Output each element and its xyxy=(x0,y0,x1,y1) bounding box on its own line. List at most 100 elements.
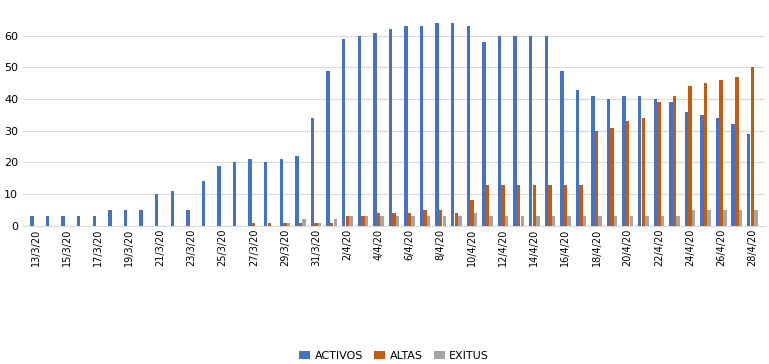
Bar xyxy=(349,216,352,226)
Bar xyxy=(661,216,664,226)
Bar xyxy=(536,216,540,226)
Bar xyxy=(392,213,396,226)
Bar xyxy=(345,216,349,226)
Bar xyxy=(551,216,555,226)
Bar xyxy=(424,210,427,226)
Bar xyxy=(377,213,380,226)
Bar xyxy=(614,216,618,226)
Bar xyxy=(470,200,474,226)
Bar xyxy=(704,83,707,226)
Bar xyxy=(598,216,602,226)
Bar xyxy=(443,216,446,226)
Bar xyxy=(218,166,221,226)
Bar xyxy=(716,118,719,226)
Bar xyxy=(514,36,517,226)
Legend: ACTIVOS, ALTAS, EXITUS: ACTIVOS, ALTAS, EXITUS xyxy=(295,347,494,364)
Bar xyxy=(532,185,536,226)
Bar xyxy=(139,210,143,226)
Bar xyxy=(657,102,661,226)
Bar xyxy=(435,23,439,226)
Bar xyxy=(295,156,298,226)
Bar xyxy=(576,90,579,226)
Bar xyxy=(622,96,626,226)
Bar xyxy=(673,96,676,226)
Bar xyxy=(420,26,423,226)
Bar xyxy=(548,185,551,226)
Bar xyxy=(498,36,501,226)
Bar xyxy=(611,127,614,226)
Bar xyxy=(46,216,49,226)
Bar xyxy=(311,118,315,226)
Bar xyxy=(248,159,252,226)
Bar xyxy=(723,210,727,226)
Bar xyxy=(458,216,461,226)
Bar xyxy=(529,36,532,226)
Bar xyxy=(92,216,96,226)
Bar xyxy=(676,216,680,226)
Bar xyxy=(454,213,458,226)
Bar xyxy=(731,124,735,226)
Bar xyxy=(342,39,345,226)
Bar xyxy=(299,222,302,226)
Bar xyxy=(124,210,127,226)
Bar xyxy=(739,210,742,226)
Bar xyxy=(365,216,368,226)
Bar xyxy=(315,222,318,226)
Bar xyxy=(451,23,454,226)
Bar xyxy=(501,185,504,226)
Bar xyxy=(591,96,594,226)
Bar xyxy=(654,99,657,226)
Bar xyxy=(233,162,236,226)
Bar xyxy=(517,185,521,226)
Bar xyxy=(560,71,564,226)
Bar xyxy=(720,80,723,226)
Bar xyxy=(754,210,757,226)
Bar xyxy=(358,36,361,226)
Bar xyxy=(108,210,112,226)
Bar xyxy=(396,216,399,226)
Bar xyxy=(630,216,633,226)
Bar xyxy=(62,216,65,226)
Bar xyxy=(388,29,392,226)
Bar xyxy=(283,222,287,226)
Bar xyxy=(361,216,365,226)
Bar xyxy=(482,42,485,226)
Bar xyxy=(641,118,645,226)
Bar xyxy=(595,131,598,226)
Bar xyxy=(326,71,330,226)
Bar xyxy=(638,96,641,226)
Bar xyxy=(268,222,271,226)
Bar xyxy=(521,216,524,226)
Bar xyxy=(735,77,738,226)
Bar xyxy=(439,210,442,226)
Bar xyxy=(404,26,408,226)
Bar xyxy=(467,26,470,226)
Bar xyxy=(607,99,611,226)
Bar xyxy=(684,112,688,226)
Bar xyxy=(505,216,508,226)
Bar xyxy=(564,185,567,226)
Bar xyxy=(583,216,586,226)
Bar xyxy=(751,67,754,226)
Bar xyxy=(381,216,384,226)
Bar xyxy=(688,86,692,226)
Bar xyxy=(201,181,205,226)
Bar xyxy=(77,216,81,226)
Bar xyxy=(707,210,711,226)
Bar xyxy=(302,219,306,226)
Bar xyxy=(373,33,377,226)
Bar xyxy=(264,162,268,226)
Bar xyxy=(334,219,337,226)
Bar xyxy=(579,185,583,226)
Bar xyxy=(280,159,283,226)
Bar xyxy=(474,213,478,226)
Bar xyxy=(568,216,571,226)
Bar xyxy=(186,210,190,226)
Bar xyxy=(287,222,290,226)
Bar xyxy=(692,210,695,226)
Bar xyxy=(645,216,648,226)
Bar xyxy=(486,185,489,226)
Bar xyxy=(544,36,548,226)
Bar xyxy=(171,191,174,226)
Bar xyxy=(408,213,411,226)
